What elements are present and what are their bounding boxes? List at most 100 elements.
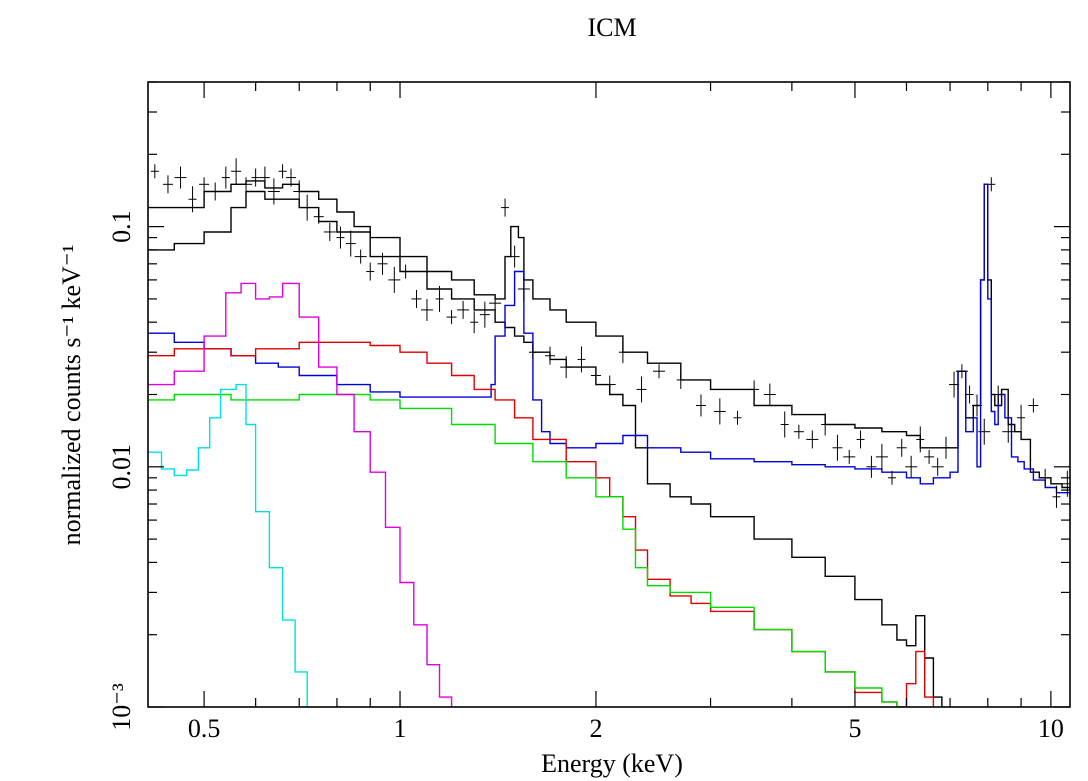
y-tick-label: 0.1 <box>107 210 136 243</box>
data-point <box>366 262 375 281</box>
model-curve-5 <box>148 282 453 707</box>
data-point <box>856 430 865 449</box>
model-curves <box>148 180 1070 707</box>
data-point <box>188 186 197 213</box>
data-point <box>695 394 706 417</box>
model-curve-1 <box>148 190 943 707</box>
data-point <box>278 164 287 179</box>
x-tick-label: 0.5 <box>188 714 221 743</box>
data-point <box>388 266 401 293</box>
data-point <box>231 158 242 185</box>
data-point <box>821 413 830 436</box>
data-point <box>603 375 616 394</box>
data-point <box>323 222 336 241</box>
data-point <box>1039 468 1052 487</box>
data-point <box>793 424 804 439</box>
data-point <box>259 166 270 189</box>
data-point <box>251 168 260 187</box>
x-tick-label: 2 <box>589 714 602 743</box>
x-axis-ticks: 0.5 1 2 5 10 <box>188 82 1064 743</box>
data-point <box>528 345 537 360</box>
data-point <box>866 455 877 478</box>
x-tick-label: 5 <box>848 714 861 743</box>
data-point <box>618 341 627 364</box>
data-point <box>971 394 982 417</box>
data-point <box>293 180 306 203</box>
data-point <box>545 346 556 365</box>
x-axis-label: Energy (keV) <box>541 749 683 778</box>
data-point <box>949 371 960 398</box>
data-point <box>806 430 819 449</box>
data-point <box>162 175 173 194</box>
data-point <box>313 209 324 224</box>
data-point <box>733 410 742 425</box>
data-point <box>1062 470 1070 497</box>
data-point <box>517 275 530 302</box>
data-point <box>286 168 297 187</box>
data-point <box>501 198 510 217</box>
data-point <box>832 434 843 461</box>
data-point <box>446 310 457 325</box>
data-point <box>435 285 444 312</box>
data-point <box>174 166 187 189</box>
data-point <box>875 443 888 470</box>
data-point <box>411 289 422 308</box>
data-point <box>931 457 944 476</box>
data-point <box>209 182 222 201</box>
y-axis-label: normalized counts s⁻¹ keV⁻¹ <box>57 245 86 546</box>
chart-title: ICM <box>587 13 636 42</box>
x-tick-label: 10 <box>1038 714 1064 743</box>
data-point <box>941 436 950 459</box>
data-point <box>916 426 925 453</box>
data-points <box>150 158 1070 508</box>
x-tick-label: 1 <box>394 714 407 743</box>
data-point <box>577 346 586 373</box>
data-point <box>896 438 907 457</box>
data-point <box>240 177 253 192</box>
data-point <box>993 385 1004 404</box>
data-point <box>199 177 210 192</box>
data-point <box>763 383 776 406</box>
data-point <box>377 252 388 275</box>
data-point <box>978 418 991 445</box>
data-point <box>345 230 356 257</box>
data-point <box>590 368 601 383</box>
data-point <box>676 370 685 389</box>
y-axis-ticks: 10⁻³ 0.01 0.1 <box>107 81 1070 731</box>
data-point <box>1017 404 1026 431</box>
data-point <box>887 470 896 485</box>
data-point <box>479 301 490 328</box>
data-point <box>653 364 666 379</box>
data-point <box>1002 420 1015 443</box>
data-point <box>843 449 856 464</box>
data-point <box>560 356 573 379</box>
data-point <box>509 245 520 268</box>
data-point <box>221 166 230 189</box>
data-point <box>749 380 760 399</box>
data-point <box>905 455 918 478</box>
data-point <box>955 364 968 379</box>
data-point <box>924 449 935 464</box>
data-point <box>489 296 502 311</box>
data-point <box>987 177 996 192</box>
data-point <box>267 178 280 205</box>
data-point <box>354 249 367 264</box>
data-point <box>1028 398 1039 413</box>
data-point <box>1052 485 1061 508</box>
data-point <box>457 300 470 319</box>
model-curve-6 <box>148 383 308 707</box>
data-point <box>713 398 726 425</box>
model-curve-2 <box>148 183 1070 497</box>
data-point <box>965 385 974 404</box>
data-point <box>780 411 789 438</box>
data-point <box>470 311 479 334</box>
data-point <box>401 264 410 279</box>
model-curve-4 <box>148 393 898 707</box>
y-tick-label: 10⁻³ <box>107 683 136 731</box>
data-point <box>636 376 647 403</box>
y-tick-label: 0.01 <box>107 444 136 490</box>
data-point <box>420 298 433 321</box>
data-point <box>336 226 345 249</box>
data-point <box>303 194 312 221</box>
